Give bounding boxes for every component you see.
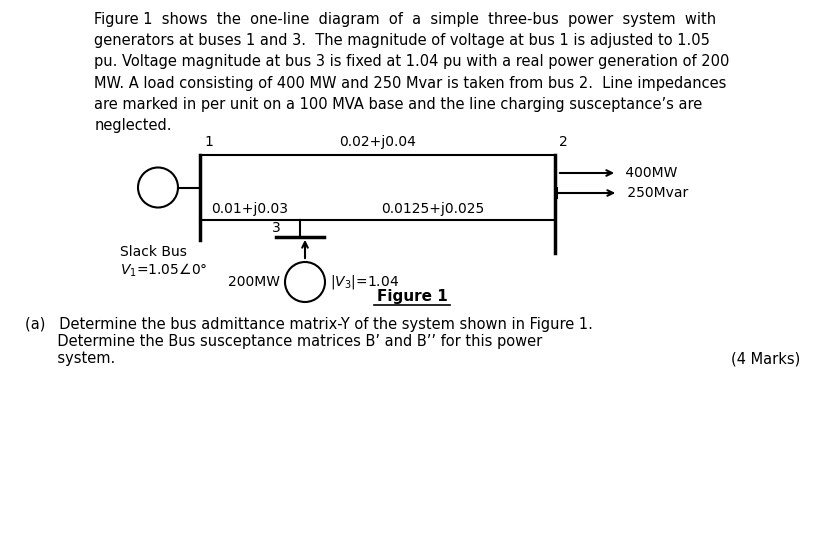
Text: 400MW: 400MW (621, 166, 677, 180)
Text: 200MW: 200MW (228, 275, 280, 289)
Text: $V_1$=1.05∠0°: $V_1$=1.05∠0° (120, 262, 207, 280)
Text: |$V_3$|=1.04: |$V_3$|=1.04 (330, 273, 399, 291)
Text: 1: 1 (204, 135, 213, 149)
Text: Figure 1  shows  the  one-line  diagram  of  a  simple  three-bus  power  system: Figure 1 shows the one-line diagram of a… (94, 12, 729, 133)
Text: 3: 3 (272, 221, 280, 235)
Text: Determine the Bus susceptance matrices B’ and B’’ for this power: Determine the Bus susceptance matrices B… (25, 334, 542, 349)
Text: 0.0125+j0.025: 0.0125+j0.025 (381, 202, 484, 216)
Text: Figure 1: Figure 1 (377, 289, 447, 305)
Text: system.: system. (25, 351, 116, 366)
Text: (a)   Determine the bus admittance matrix-Y of the system shown in Figure 1.: (a) Determine the bus admittance matrix-… (25, 317, 593, 332)
Text: Slack Bus: Slack Bus (120, 245, 187, 259)
Text: 0.01+j0.03: 0.01+j0.03 (211, 202, 289, 216)
Text: (4 Marks): (4 Marks) (731, 351, 800, 366)
Text: 0.02+j0.04: 0.02+j0.04 (339, 135, 416, 149)
Text: 250Mvar: 250Mvar (623, 186, 688, 200)
Text: 2: 2 (559, 135, 568, 149)
